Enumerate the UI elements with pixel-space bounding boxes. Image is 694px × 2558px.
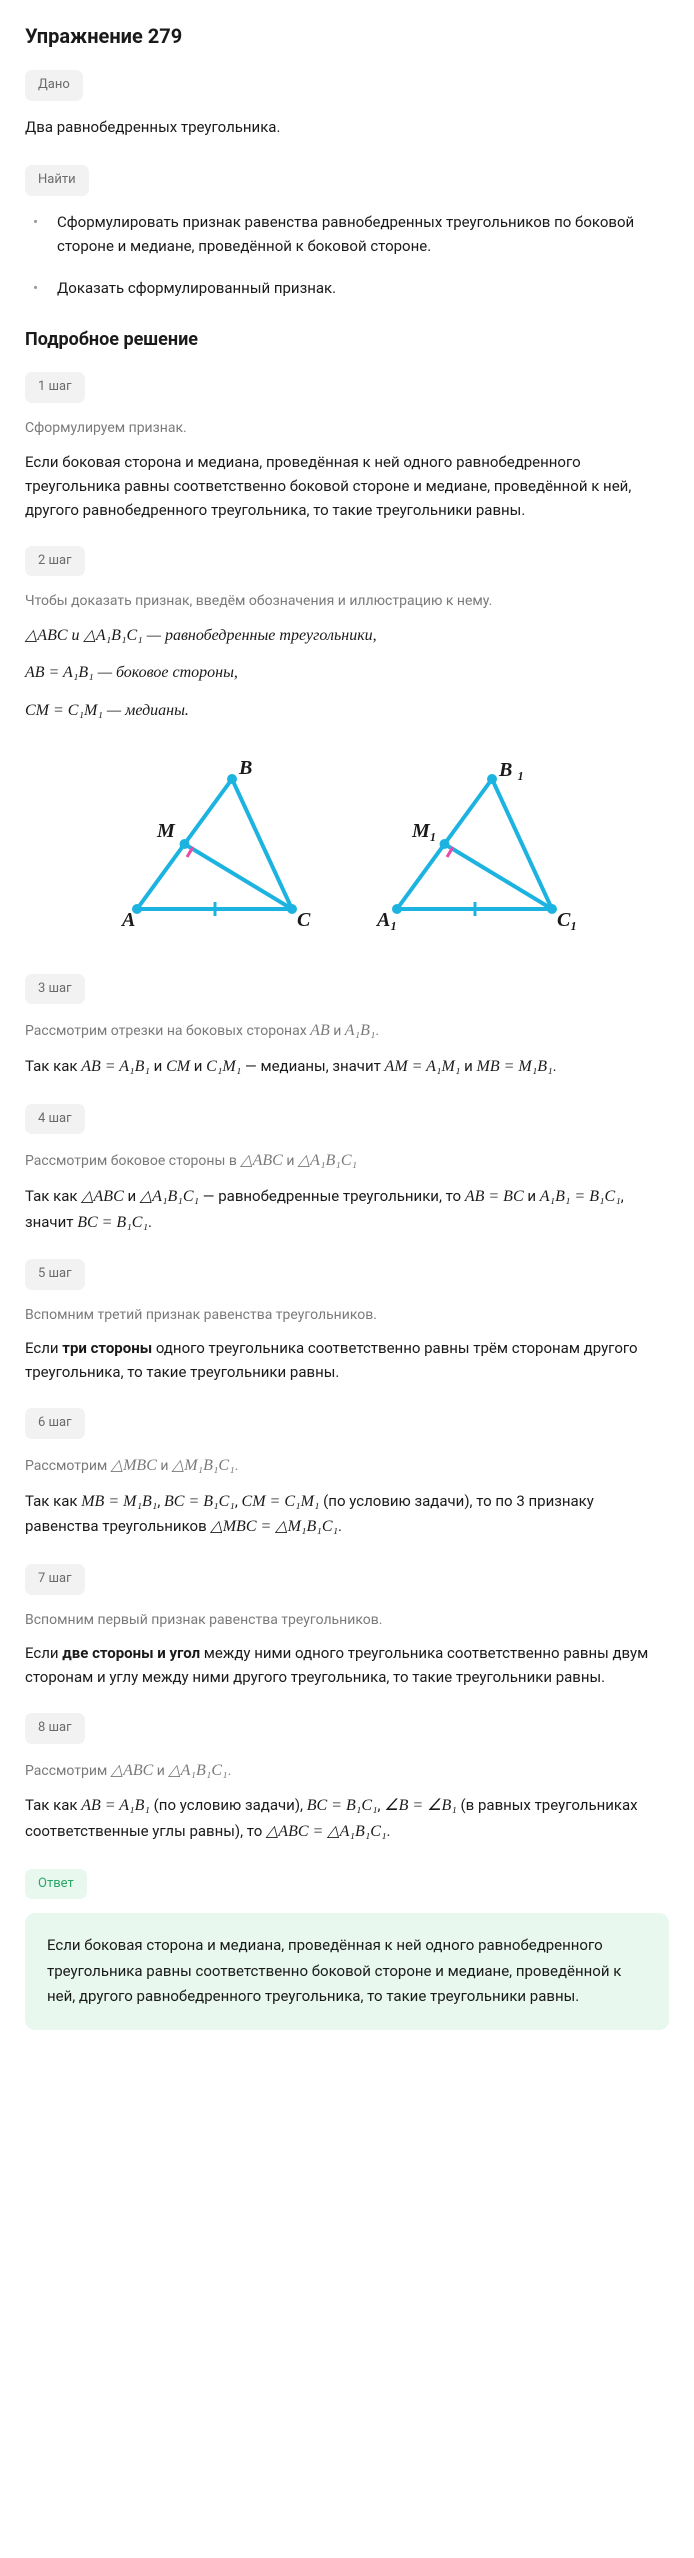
step-intro: Рассмотрим отрезки на боковых сторонах A…	[25, 1018, 669, 1044]
vertex-label-a1: A₁	[375, 909, 397, 931]
step-8: 8 шаг Рассмотрим △ABC и △A₁B₁C₁. Так как…	[25, 1713, 669, 1845]
vertex-label-m1: M₁	[411, 820, 437, 842]
step-1: 1 шаг Сформулируем признак. Если боковая…	[25, 372, 669, 521]
find-item: Доказать сформулированный признак.	[43, 276, 669, 300]
step-intro: Чтобы доказать признак, введём обозначен…	[25, 590, 669, 612]
step-badge: 4 шаг	[25, 1104, 85, 1135]
find-item: Сформулировать признак равенства равнобе…	[43, 210, 669, 258]
step-body: Если боковая сторона и медиана, проведён…	[25, 450, 669, 522]
step-4: 4 шаг Рассмотрим боковое стороны в △ABC …	[25, 1104, 669, 1236]
step-badge: 8 шаг	[25, 1713, 85, 1744]
find-section: Найти Сформулировать признак равенства р…	[25, 165, 669, 300]
exercise-title: Упражнение 279	[25, 20, 669, 52]
step-intro: Рассмотрим △MBC и △M₁B₁C₁.	[25, 1453, 669, 1479]
step-badge: 2 шаг	[25, 546, 85, 577]
step-intro: Вспомним третий признак равенства треуго…	[25, 1304, 669, 1326]
math-line: CM = C₁M₁ — медианы.	[25, 698, 669, 724]
find-badge: Найти	[25, 165, 89, 196]
vertex-label-a: A	[120, 909, 135, 931]
step-intro: Рассмотрим боковое стороны в △ABC и △A₁B…	[25, 1148, 669, 1174]
math-line: △ABC и △A₁B₁C₁ — равнобедренные треуголь…	[25, 623, 669, 649]
step-body: Так как MB = M₁B₁, BC = B₁C₁, CM = C₁M₁ …	[25, 1489, 669, 1540]
answer-badge: Ответ	[25, 1869, 87, 1900]
find-list: Сформулировать признак равенства равнобе…	[25, 210, 669, 300]
step-3: 3 шаг Рассмотрим отрезки на боковых стор…	[25, 974, 669, 1080]
triangle-abc: A B C M	[107, 754, 317, 934]
step-badge: 1 шаг	[25, 372, 85, 403]
step-intro: Сформулируем признак.	[25, 417, 669, 439]
step-badge: 7 шаг	[25, 1564, 85, 1595]
step-intro: Рассмотрим △ABC и △A₁B₁C₁.	[25, 1758, 669, 1784]
vertex-label-m: M	[156, 820, 176, 842]
given-badge: Дано	[25, 70, 83, 101]
vertex-label-b1: B ₁	[498, 759, 524, 781]
step-badge: 3 шаг	[25, 974, 85, 1005]
given-text: Два равнобедренных треугольника.	[25, 115, 669, 139]
triangles-diagram: A B C M A₁ B ₁ C₁ M₁	[25, 754, 669, 934]
step-6: 6 шаг Рассмотрим △MBC и △M₁B₁C₁. Так как…	[25, 1408, 669, 1540]
step-5: 5 шаг Вспомним третий признак равенства …	[25, 1259, 669, 1384]
step-body: Так как AB = A₁B₁ (по условию задачи), B…	[25, 1793, 669, 1844]
step-intro: Вспомним первый признак равенства треуго…	[25, 1609, 669, 1631]
answer-box: Если боковая сторона и медиана, проведён…	[25, 1913, 669, 2030]
step-badge: 5 шаг	[25, 1259, 85, 1290]
step-2: 2 шаг Чтобы доказать признак, введём обо…	[25, 546, 669, 724]
vertex-label-c: C	[297, 909, 311, 931]
step-7: 7 шаг Вспомним первый признак равенства …	[25, 1564, 669, 1689]
triangle-a1b1c1: A₁ B ₁ C₁ M₁	[367, 754, 587, 934]
given-section: Дано Два равнобедренных треугольника.	[25, 70, 669, 139]
step-badge: 6 шаг	[25, 1408, 85, 1439]
step-body: Так как AB = A₁B₁ и CM и C₁M₁ — медианы,…	[25, 1054, 669, 1080]
vertex-label-b: B	[238, 757, 252, 779]
vertex-label-c1: C₁	[557, 909, 577, 931]
step-body: Если три стороны одного треугольника соо…	[25, 1336, 669, 1384]
step-body: Если две стороны и угол между ними одног…	[25, 1641, 669, 1689]
math-line: AB = A₁B₁ — боковое стороны,	[25, 660, 669, 686]
step-body: Так как △ABC и △A₁B₁C₁ — равнобедренные …	[25, 1184, 669, 1235]
solution-title: Подробное решение	[25, 326, 669, 355]
